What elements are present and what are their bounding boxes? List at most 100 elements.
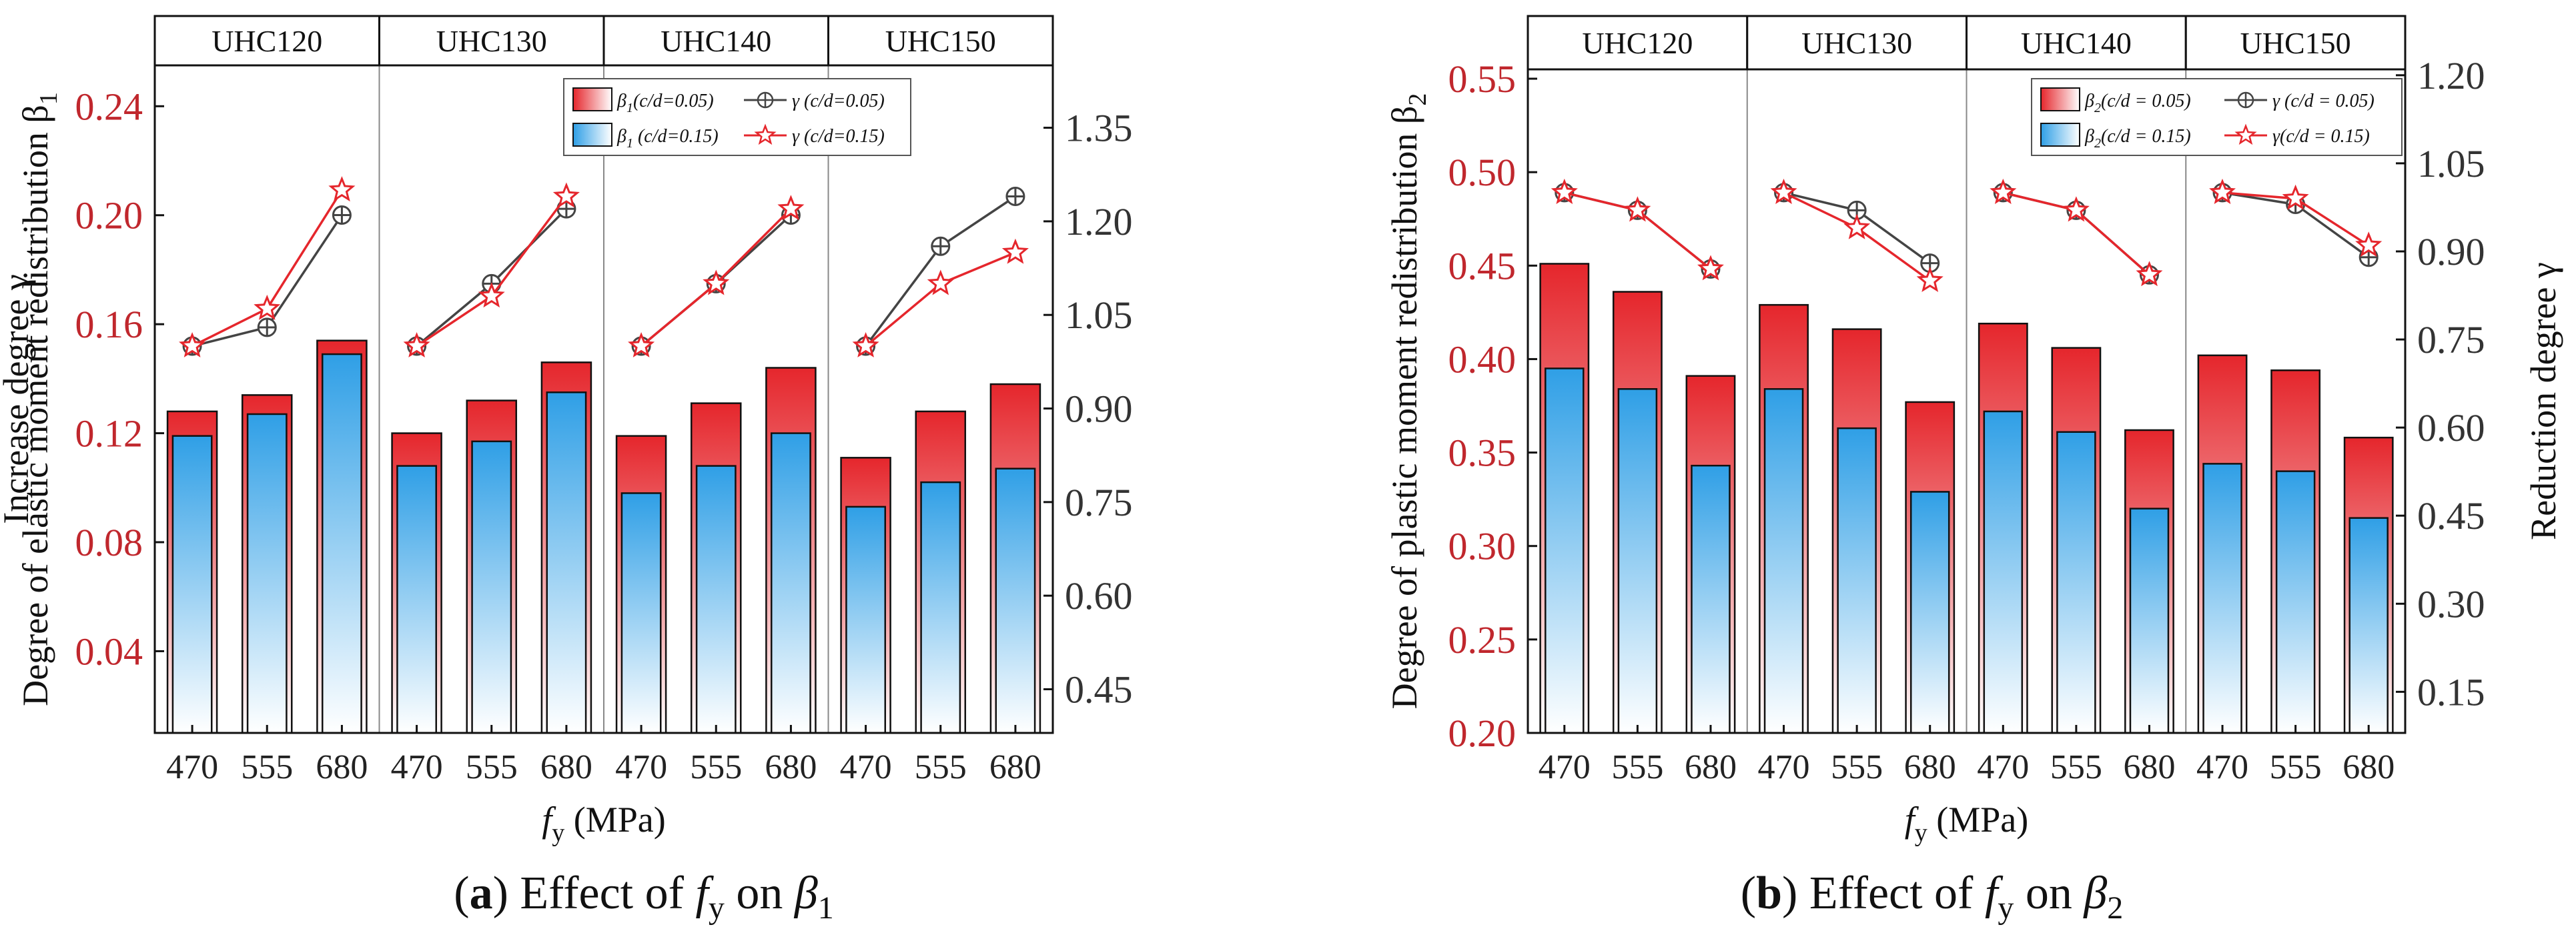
pa-marker-s1-9 (852, 331, 879, 357)
pa-ytick-left-label: 0.24 (75, 85, 143, 128)
pa-marker-s1-10 (927, 269, 954, 295)
pb-ytick-left-label: 0.20 (1448, 712, 1517, 755)
pb-legend-swatch-bar_15 (2040, 123, 2080, 147)
pa-legend-swatch-bar_05 (572, 87, 612, 111)
pb-yaxis-right-title: Reduction degree γ (2523, 262, 2563, 540)
pa-yaxis-left-title: Degree of elastic moment redistribution … (15, 92, 63, 706)
pa-bar-s1-0 (171, 435, 213, 734)
pb-bar-s1-10 (2275, 470, 2316, 734)
caption-a-f: f (695, 868, 709, 919)
pb-bar-s1-5 (1909, 491, 1950, 734)
pa-xtick-label: 680 (765, 748, 817, 786)
pa-legend-sub-bar_05: 1 (626, 101, 633, 115)
pb-xtick-label: 680 (1685, 748, 1737, 786)
pa-ytick-right-label: 1.20 (1065, 200, 1133, 243)
pa-bar-s1-1 (246, 413, 288, 734)
pb-bar-s1-6 (1983, 410, 2024, 734)
pa-legend-label-line_15: γ (c/d=0.15) (792, 126, 885, 147)
pb-bar-s1-8 (2129, 508, 2170, 734)
pa-marker-s1-7 (703, 269, 730, 295)
pb-xtick-label: 555 (2270, 748, 2322, 786)
pb-bar-s1-1 (1617, 388, 1658, 734)
pa-yaxis-left-title-main: Degree of elastic moment redistribution … (15, 105, 55, 706)
pb-legend-marker-line_15 (2234, 123, 2257, 145)
pb-ytick-right-label: 0.30 (2417, 582, 2485, 626)
pa-legend-swatch-bar_15 (572, 123, 612, 147)
pa-header-label-UHC120: UHC120 (211, 24, 322, 58)
pb-ytick-left-label: 0.55 (1448, 57, 1517, 101)
pa-xtick-label: 470 (166, 748, 218, 786)
pb-header-label-UHC140: UHC140 (2021, 26, 2132, 60)
pb-legend-sym-bar_15: β (2084, 126, 2094, 147)
pa-marker-s1-5 (552, 182, 580, 208)
pb-ytick-left-label: 0.40 (1448, 337, 1517, 381)
pa-ytick-left-label: 0.12 (75, 412, 143, 455)
pa-marker-s1-0 (179, 331, 206, 357)
pa-ytick-left-label: 0.16 (75, 303, 143, 346)
pb-marker-s1-3 (1770, 178, 1797, 204)
pa-bar-s1-5 (546, 391, 587, 734)
pb-marker-s1-2 (1697, 255, 1724, 281)
pb-xtick-label: 470 (2196, 748, 2248, 786)
pb-marker-s1-11 (2355, 231, 2383, 257)
pa-marker-s0-2 (332, 205, 352, 225)
pa-marker-s0-1 (257, 317, 277, 337)
pb-xtick-label: 470 (1758, 748, 1810, 786)
pb-marker-s1-8 (2136, 261, 2163, 287)
pb-legend-label-line_05: γ (c/d = 0.05) (2272, 91, 2375, 111)
pa-bar-s1-7 (695, 465, 737, 734)
pa-header-cell-UHC120 (153, 15, 380, 67)
pb-legend-rest-bar_05: (c/d = 0.05) (2101, 91, 2191, 111)
pa-bar-s1-8 (771, 432, 811, 734)
pa-legend: β1(c/d=0.05)β1 (c/d=0.15)γ (c/d=0.05)γ (… (563, 78, 911, 156)
pa-bar-s1-4 (471, 440, 512, 734)
pa-legend-label-line_05: γ (c/d=0.05) (792, 91, 885, 111)
pb-yaxis-left-title-main: Degree of plastic moment redistribution … (1384, 106, 1424, 710)
caption-b-fsub: y (1998, 890, 2014, 926)
pb-header-label-UHC130: UHC130 (1801, 26, 1912, 60)
pb-marker-s1-0 (1551, 178, 1578, 204)
pa-xaxis-title-sub: y (552, 819, 564, 847)
pb-xtick-label: 555 (1831, 748, 1883, 786)
pb-legend-sub-bar_15: 2 (2094, 136, 2101, 151)
caption-a-on: on (724, 868, 795, 919)
pa-header-label-UHC150: UHC150 (885, 24, 996, 58)
pa-xtick-label: 555 (241, 748, 293, 786)
caption-b-on: on (2014, 868, 2084, 919)
pa-xtick-label: 680 (540, 748, 592, 786)
pb-legend-sym-bar_05: β (2084, 91, 2094, 111)
pa-bar-s1-9 (845, 506, 886, 734)
pb-legend-box (2031, 78, 2403, 156)
pb-xtick-label: 470 (1977, 748, 2029, 786)
caption-a-fsub: y (708, 890, 725, 926)
pa-legend-rest-bar_15: (c/d=0.15) (633, 126, 719, 147)
pb-bar-s1-0 (1545, 367, 1585, 734)
pb-ytick-right-label: 1.05 (2417, 142, 2485, 185)
pb-ytick-left-label: 0.35 (1448, 431, 1517, 475)
pb-ytick-right-label: 0.15 (2417, 670, 2485, 714)
pb-bar-s1-2 (1691, 464, 1731, 734)
pa-xtick-label: 470 (840, 748, 892, 786)
pb-marker-s1-5 (1916, 266, 1944, 292)
pa-marker-s1-11 (1001, 238, 1029, 264)
pa-xtick-label: 555 (466, 748, 518, 786)
caption-a-beta: β (794, 868, 818, 919)
pa-xtick-label: 555 (915, 748, 967, 786)
pb-legend-sub-bar_05: 2 (2094, 101, 2101, 115)
pa-yaxis-right-title: Increase degree γ (0, 274, 36, 524)
caption-b-bsub: 2 (2107, 890, 2124, 926)
pb-yaxis-left-title-sub: 2 (1404, 93, 1432, 106)
pa-header-label-UHC140: UHC140 (661, 24, 771, 58)
pa-bar-s1-10 (920, 481, 961, 734)
pa-xaxis-title-unit: (MPa) (564, 800, 665, 840)
pa-ytick-left-label: 0.04 (75, 630, 143, 673)
pb-header-cell-UHC120 (1527, 15, 1749, 71)
pa-marker-s0-10 (931, 236, 951, 256)
pb-header-cell-UHC140 (1966, 15, 2187, 71)
caption-a-bsub: 1 (817, 890, 834, 926)
pb-xtick-label: 555 (2050, 748, 2102, 786)
pb-ytick-right-label: 0.45 (2417, 494, 2485, 538)
pa-legend-label-bar_15: β1 (c/d=0.15) (616, 126, 719, 151)
caption-a: (a) Effect of fy on β1 (454, 868, 834, 926)
